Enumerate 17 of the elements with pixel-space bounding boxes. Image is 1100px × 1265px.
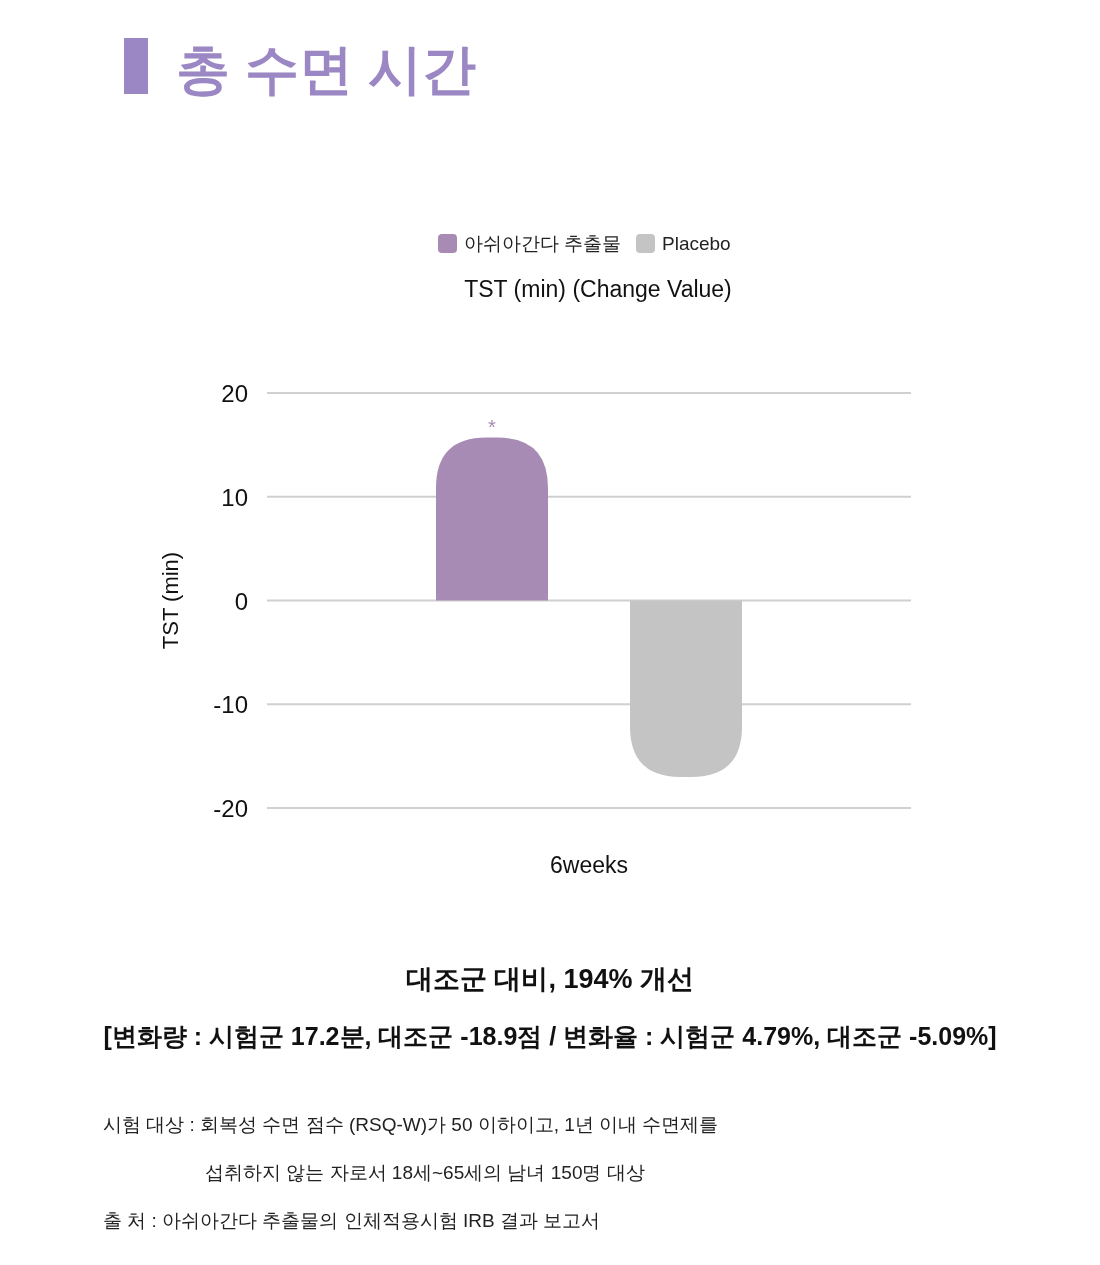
y-tick-label: 0 — [234, 587, 248, 615]
x-tick-label: 6weeks — [550, 852, 628, 878]
y-tick-label: 10 — [221, 483, 248, 511]
y-axis-title: TST (min) — [158, 551, 183, 650]
legend-label: 아쉬아간다 추출물 — [464, 233, 622, 254]
y-tick-label: -10 — [213, 691, 248, 719]
text: 출 처 : 아쉬아간다 추출물의 인체적용시험 IRB 결과 보고서 — [103, 1210, 601, 1231]
text: [변화량 : 시험군 17.2분, 대조군 -18.9점 / 변화율 : 시험군 4.79%, 대조군 -5.09%] — [103, 1022, 997, 1050]
text: 대조군 대비, 194% 개선 — [405, 964, 695, 994]
text: 섭취하지 않는 자로서 18세~65세의 남녀 150명 대상 — [205, 1162, 645, 1183]
chart-title: 총 수면 시간 — [176, 39, 477, 99]
y-tick-label: 20 — [221, 380, 248, 407]
chart-subtitle: TST (min) (Change Value) — [464, 276, 732, 302]
annotation: * — [488, 415, 497, 438]
legend-label: Placebo — [662, 233, 731, 254]
text: 시험 대상 : 회복성 수면 점수 (RSQ-W)가 50 이하이고, 1년 이내 수면제를 — [103, 1114, 719, 1135]
y-tick-label: -20 — [213, 795, 248, 822]
